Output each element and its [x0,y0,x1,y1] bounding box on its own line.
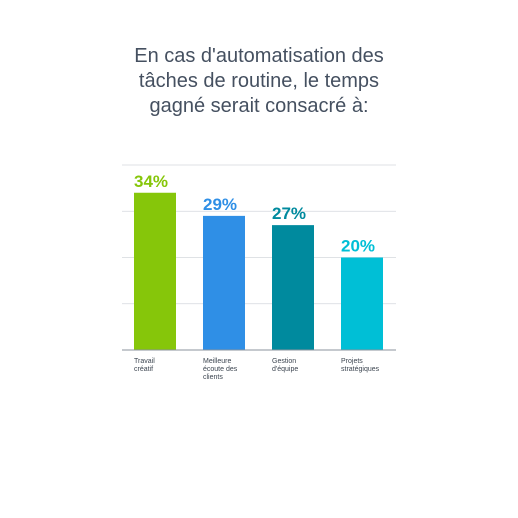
bar [272,225,314,350]
chart-title: En cas d'automatisation des tâches de ro… [59,44,459,119]
value-label: 29% [203,195,237,214]
category-label: clients [203,374,223,381]
value-labels: 34% 29% 27% 20% [134,172,375,256]
value-label: 27% [272,204,306,223]
category-label: Gestion [272,358,296,365]
value-label: 20% [341,237,375,256]
bar [341,257,383,350]
bar [203,215,245,350]
title-line-1: En cas d'automatisation des [134,45,384,67]
bars [134,192,383,350]
category-label: Projets [341,358,363,365]
title-line-2: tâches de routine, le temps [138,70,380,92]
bar [134,192,176,350]
title-line-3: gagné serait consacré à: [149,95,369,117]
category-label: stratégiques [341,366,380,373]
category-label: créatif [134,366,153,373]
value-label: 34% [134,172,168,191]
category-label: Travail [134,358,155,365]
category-label: d'équipe [272,366,298,373]
category-label: écoute des [203,366,238,373]
category-label: Meilleure [203,358,232,365]
